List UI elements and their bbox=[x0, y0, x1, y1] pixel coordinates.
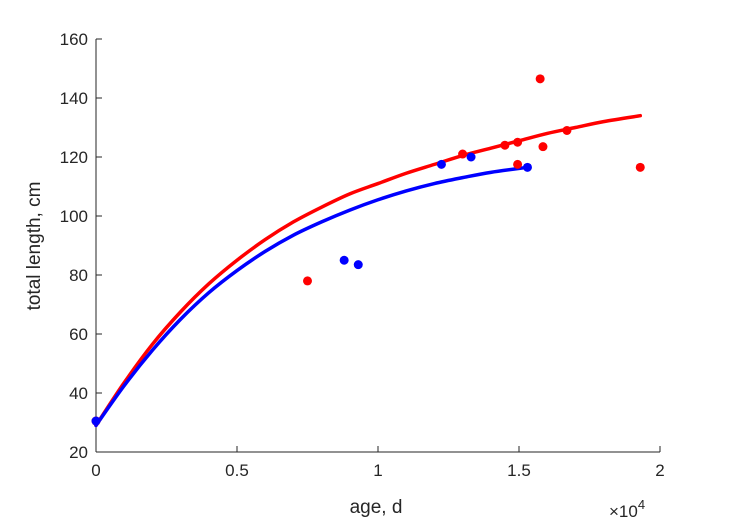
data-point bbox=[339, 255, 349, 265]
data-point bbox=[500, 140, 510, 150]
y-tick-label: 20 bbox=[69, 443, 88, 462]
points-layer bbox=[91, 74, 645, 426]
axes-layer: 0 0.5 1 1.5 2 20 40 60 80 100 120 140 160 bbox=[60, 30, 665, 480]
fit-curve bbox=[94, 165, 530, 428]
x-tick-label: 1.5 bbox=[507, 461, 531, 480]
y-tick-label: 40 bbox=[69, 384, 88, 403]
x-axis-exponent: ×104 bbox=[609, 497, 645, 521]
y-tick-label: 80 bbox=[69, 266, 88, 285]
y-tick-label: 60 bbox=[69, 325, 88, 344]
fit-curve bbox=[94, 113, 643, 428]
data-point bbox=[513, 137, 523, 147]
data-point bbox=[562, 125, 572, 135]
y-axis-label: total length, cm bbox=[24, 182, 45, 311]
x-axis-exponent-power: 4 bbox=[638, 497, 645, 512]
x-tick-label: 0.5 bbox=[225, 461, 249, 480]
x-tick-label: 1 bbox=[373, 461, 382, 480]
curves-layer bbox=[94, 113, 643, 428]
data-point bbox=[458, 149, 468, 159]
y-tick-label: 100 bbox=[60, 207, 88, 226]
x-axis-label: age, d bbox=[350, 497, 403, 518]
x-tick-label: 2 bbox=[655, 461, 664, 480]
x-tick-label: 0 bbox=[91, 461, 100, 480]
x-axis-exponent-base: ×10 bbox=[609, 502, 638, 521]
y-tick-label: 160 bbox=[60, 30, 88, 49]
data-point bbox=[303, 276, 312, 286]
y-tick-label: 120 bbox=[60, 148, 88, 167]
data-point bbox=[535, 74, 545, 84]
data-point bbox=[436, 159, 446, 169]
data-point bbox=[538, 142, 548, 152]
data-point bbox=[91, 416, 101, 426]
y-tick-label: 140 bbox=[60, 89, 88, 108]
data-point bbox=[513, 159, 523, 169]
data-point bbox=[635, 162, 645, 172]
data-point bbox=[353, 260, 363, 270]
data-point bbox=[466, 152, 476, 162]
data-point bbox=[522, 162, 532, 172]
